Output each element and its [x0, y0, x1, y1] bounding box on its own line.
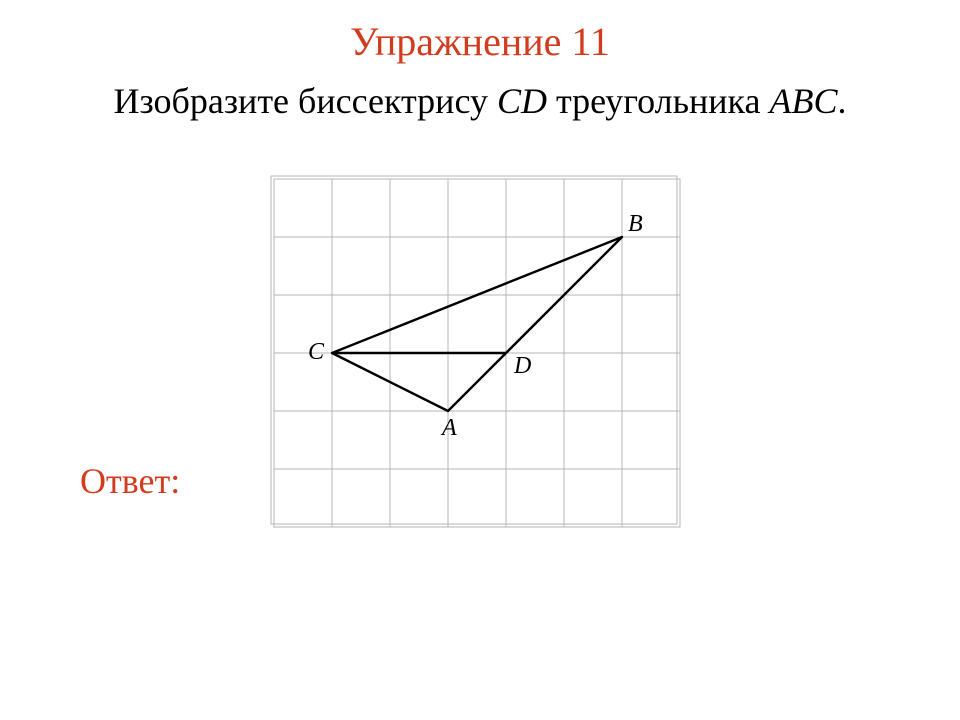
prompt-segment: CD [497, 81, 547, 121]
point-label-C: C [308, 339, 325, 365]
answer-label: Ответ: [80, 460, 180, 502]
page-title: Упражнение 11 [0, 18, 960, 65]
point-label-A: A [440, 415, 457, 441]
point-label-D: D [513, 353, 531, 379]
prompt-triangle: ABC [769, 81, 837, 121]
triangle-diagram: A B C D [270, 175, 684, 531]
point-label-B: B [628, 211, 643, 237]
prompt-post: . [837, 81, 846, 121]
exercise-prompt: Изобразите биссектрису CD треугольника A… [0, 80, 960, 122]
prompt-mid: треугольника [547, 81, 770, 121]
diagram-container: A B C D [270, 175, 684, 531]
prompt-pre: Изобразите биссектрису [114, 81, 497, 121]
